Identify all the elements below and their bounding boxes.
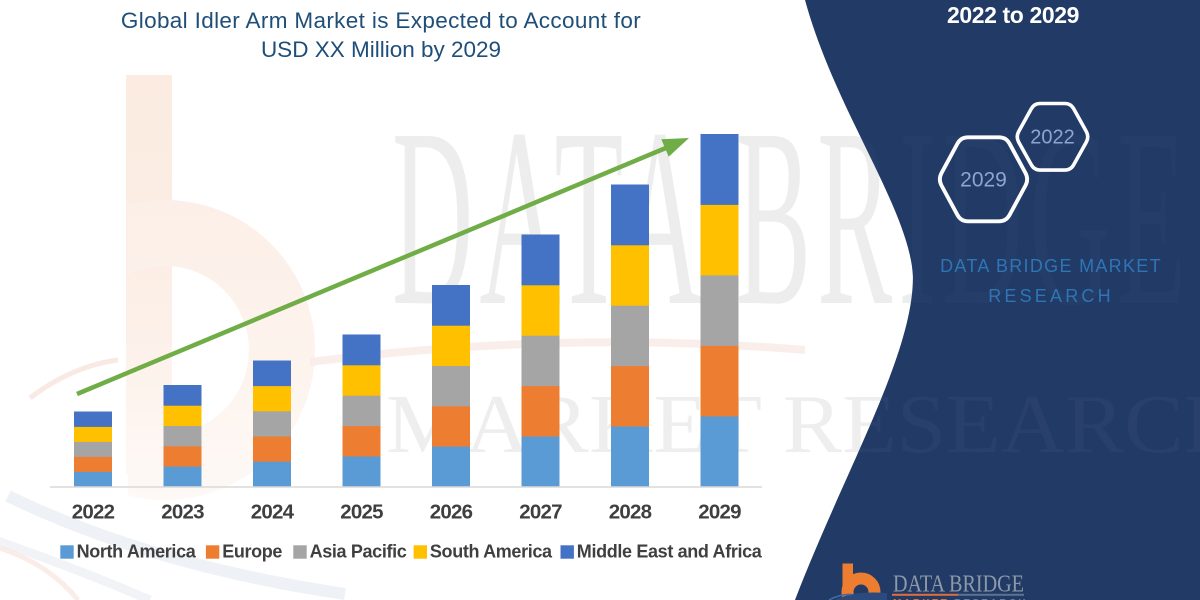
svg-text:North America: North America: [77, 542, 197, 562]
svg-text:Middle East and Africa: Middle East and Africa: [577, 542, 763, 562]
svg-text:USD XX Million by 2029: USD XX Million by 2029: [261, 37, 501, 62]
svg-text:Europe: Europe: [222, 542, 282, 562]
svg-text:2023: 2023: [161, 501, 204, 524]
svg-text:2029: 2029: [960, 169, 1007, 192]
svg-text:Asia Pacific: Asia Pacific: [310, 542, 407, 562]
svg-text:MARKET RESEARCH: MARKET RESEARCH: [893, 598, 1028, 600]
svg-text:2025: 2025: [340, 501, 383, 524]
svg-text:Global Idler Arm Market is Exp: Global Idler Arm Market is Expected to A…: [121, 8, 641, 33]
svg-text:2022 to 2029: 2022 to 2029: [947, 2, 1079, 28]
svg-text:2024: 2024: [251, 501, 295, 524]
svg-text:2029: 2029: [698, 501, 741, 524]
svg-text:2027: 2027: [519, 501, 562, 524]
svg-text:DATA BRIDGE: DATA BRIDGE: [893, 572, 1024, 598]
svg-text:RESEARCH: RESEARCH: [988, 286, 1114, 306]
svg-text:2022: 2022: [1030, 127, 1075, 149]
svg-text:DATA BRIDGE MARKET: DATA BRIDGE MARKET: [940, 256, 1162, 276]
svg-text:2022: 2022: [72, 501, 115, 524]
svg-text:South America: South America: [430, 542, 553, 562]
svg-text:2026: 2026: [430, 501, 473, 524]
svg-text:2028: 2028: [609, 501, 652, 524]
